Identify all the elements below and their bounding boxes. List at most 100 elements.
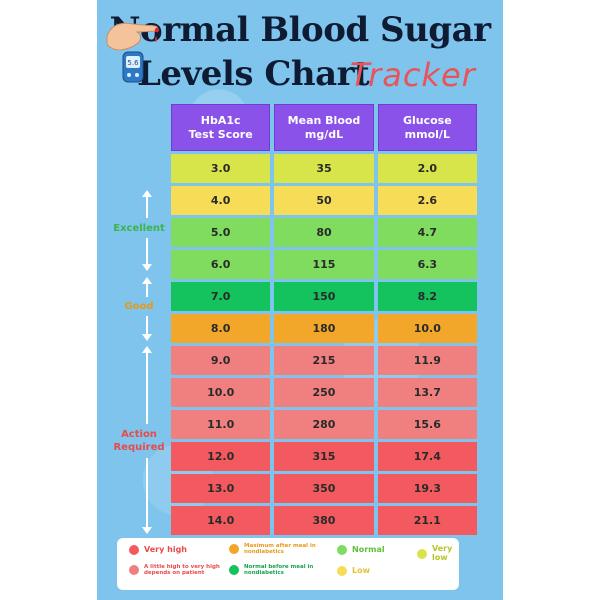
table-cell-mmol: 10.0	[377, 314, 477, 343]
table-cell-a1c: 12.0	[171, 442, 271, 471]
arrow-down-icon	[142, 334, 152, 341]
table-cell-a1c: 6.0	[171, 250, 271, 279]
table-cell-mgdl: 280	[274, 410, 374, 439]
action-line-1: Action	[121, 429, 157, 440]
legend: Very high A little high to very high dep…	[117, 538, 459, 590]
legend-very-high-text: Very high	[144, 544, 187, 554]
table-cell-mgdl: 80	[274, 218, 374, 247]
header-glucose: Glucose mmol/L	[377, 104, 477, 151]
legend-normal-text: Normal	[352, 544, 385, 554]
table-cell-a1c: 4.0	[171, 186, 271, 215]
legend-dot	[337, 566, 347, 576]
table-row: 14.0 380 21.1	[169, 506, 479, 535]
legend-dot	[129, 565, 139, 576]
legend-max-after-meal: Maximum after meal in nondiabetics	[229, 543, 316, 555]
arrow-down-icon	[142, 264, 152, 271]
label-action-required: Action Required	[109, 428, 169, 454]
table-cell-a1c: 9.0	[171, 346, 271, 375]
table-cell-a1c: 11.0	[171, 410, 271, 439]
header-hba1c-text: HbA1c Test Score	[188, 113, 253, 141]
table-cell-mgdl: 50	[274, 186, 374, 215]
header-mean-blood-text: Mean Blood mg/dL	[287, 113, 361, 141]
legend-very-high: Very high	[129, 545, 187, 555]
table-cell-a1c: 13.0	[171, 474, 271, 503]
table-cell-mgdl: 315	[274, 442, 374, 471]
arrow-line	[146, 196, 148, 218]
table-cell-a1c: 14.0	[171, 506, 271, 535]
table-cell-mgdl: 380	[274, 506, 374, 535]
table-body: 3.0 35 2.0 4.0 50 2.6 5.0 80 4.7 6.0 115 6.3 7.0 150 8…	[169, 154, 479, 535]
label-good: Good	[124, 301, 154, 312]
table-row: 5.0 80 4.7	[169, 218, 479, 247]
legend-max-after-meal-text: Maximum after meal in nondiabetics	[244, 543, 316, 556]
table-row: 10.0 250 13.7	[169, 378, 479, 407]
table-row: 13.0 350 19.3	[169, 474, 479, 503]
title-accent: Tracker	[350, 56, 476, 94]
arrow-up-icon	[142, 277, 152, 284]
arrow-up-icon	[142, 190, 152, 197]
table-cell-mgdl: 115	[274, 250, 374, 279]
table-cell-mgdl: 250	[274, 378, 374, 407]
table-cell-mgdl: 215	[274, 346, 374, 375]
table-cell-mmol: 17.4	[377, 442, 477, 471]
table-row: 3.0 35 2.0	[169, 154, 479, 183]
table-row: 8.0 180 10.0	[169, 314, 479, 343]
legend-normal-before-meal-text: Normal before meal in nondiabetics	[244, 564, 314, 577]
table-row: 7.0 150 8.2	[169, 282, 479, 311]
table-cell-mmol: 11.9	[377, 346, 477, 375]
legend-dot	[229, 565, 239, 576]
table-cell-mmol: 13.7	[377, 378, 477, 407]
table-row: 6.0 115 6.3	[169, 250, 479, 279]
table-cell-mmol: 15.6	[377, 410, 477, 439]
table-cell-a1c: 8.0	[171, 314, 271, 343]
table-header: HbA1c Test Score Mean Blood mg/dL Glucos…	[169, 104, 479, 151]
table-cell-mgdl: 350	[274, 474, 374, 503]
legend-low: Low	[337, 566, 370, 576]
action-line-2: Required	[113, 442, 165, 453]
legend-low-text: Low	[352, 565, 370, 575]
arrow-line	[146, 238, 148, 264]
header-mean-blood: Mean Blood mg/dL	[274, 104, 374, 151]
glucose-meter-hand-icon: 5.6	[103, 6, 161, 86]
table-cell-mmol: 19.3	[377, 474, 477, 503]
table-cell-a1c: 3.0	[171, 154, 271, 183]
table-cell-mmol: 6.3	[377, 250, 477, 279]
legend-very-low: Very low	[417, 544, 459, 563]
book-cover: Normal Blood Sugar Levels Chart Tracker …	[97, 0, 503, 600]
arrow-line	[146, 316, 148, 334]
legend-little-high: A little high to very high depends on pa…	[129, 564, 220, 576]
table-cell-mgdl: 180	[274, 314, 374, 343]
legend-normal: Normal	[337, 545, 385, 555]
legend-dot	[417, 548, 427, 559]
arrow-line	[146, 458, 148, 527]
table-cell-mmol: 2.0	[377, 154, 477, 183]
table-cell-mmol: 8.2	[377, 282, 477, 311]
table-row: 9.0 215 11.9	[169, 346, 479, 375]
table-cell-mgdl: 35	[274, 154, 374, 183]
table-row: 12.0 315 17.4	[169, 442, 479, 471]
arrow-down-icon	[142, 527, 152, 534]
title-line-1: Normal Blood Sugar	[109, 10, 491, 50]
table-cell-mmol: 2.6	[377, 186, 477, 215]
header-hba1c: HbA1c Test Score	[171, 104, 271, 151]
table-cell-mmol: 4.7	[377, 218, 477, 247]
legend-dot	[337, 545, 347, 555]
table-row: 4.0 50 2.6	[169, 186, 479, 215]
arrow-up-icon	[142, 346, 152, 353]
table-cell-mgdl: 150	[274, 282, 374, 311]
table-cell-mmol: 21.1	[377, 506, 477, 535]
legend-normal-before-meal: Normal before meal in nondiabetics	[229, 564, 313, 576]
label-excellent: Excellent	[113, 223, 165, 234]
title-line-2: Levels Chart	[137, 54, 370, 94]
arrow-line	[146, 352, 148, 424]
meter-reading: 5.6	[127, 59, 139, 67]
blood-sugar-table: HbA1c Test Score Mean Blood mg/dL Glucos…	[169, 104, 479, 535]
legend-dot	[229, 544, 239, 555]
table-cell-a1c: 7.0	[171, 282, 271, 311]
header-glucose-text: Glucose mmol/L	[402, 113, 452, 141]
legend-very-low-text: Very low	[432, 544, 453, 562]
table-cell-a1c: 10.0	[171, 378, 271, 407]
table-row: 11.0 280 15.6	[169, 410, 479, 439]
legend-little-high-text: A little high to very high depends on pa…	[144, 564, 220, 577]
table-cell-a1c: 5.0	[171, 218, 271, 247]
